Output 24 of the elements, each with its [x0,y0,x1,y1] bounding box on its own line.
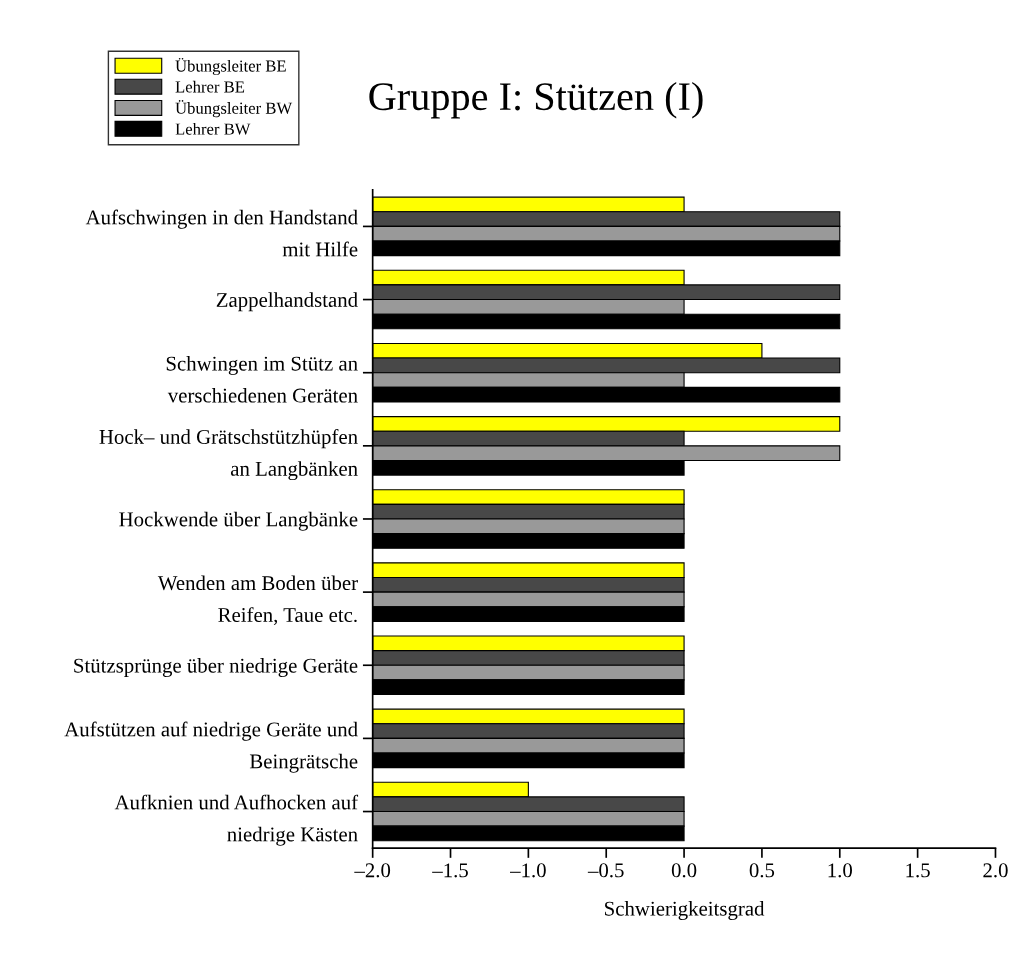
y-tick-label: Aufschwingen in den Handstand mit Hilfe [85,209,358,257]
x-tick-label: –0.5 [587,863,624,878]
y-tick-label: Wenden am Boden über Reifen, Taue etc. [157,575,358,625]
y-tick-label: Schwingen im Stütz an verschiedenen Geräten [166,355,358,403]
legend-label: Übungsleiter BW [175,100,293,118]
x-axis-title: Schwierigkeitsgrad [605,901,765,920]
legend-label: Lehrer BE [175,80,245,93]
legend-label: Lehrer BW [175,123,251,135]
x-tick-label: 2.0 [983,863,1008,878]
legend-label: Übungsleiter BE [175,57,286,76]
x-tick-label: –1.5 [432,863,468,878]
x-tick-label: –1.0 [510,863,546,878]
x-tick-label: 0.0 [671,863,697,878]
y-tick-label: Aufknien und Aufhocken auf niedrige Kästen [114,794,359,846]
x-tick-label: –2.0 [354,863,391,878]
y-tick-label: Zappelhandstand [216,292,358,312]
x-tick-label: 0.5 [749,863,775,878]
y-tick-label: Stützsprünge über niedrige Geräte [74,658,358,677]
y-tick-label: Aufstützen auf niedrige Geräte und Beingrätsche [64,721,358,773]
chart-title: Gruppe I: Stützen (I) [369,81,703,119]
x-tick-label: 1.0 [828,863,852,878]
y-tick-label: Hockwende über Langbänke [119,511,358,531]
y-tick-label: Hock– und Grätschstützhüpfen an Langbänken [99,429,358,481]
x-tick-label: 1.5 [906,863,930,878]
